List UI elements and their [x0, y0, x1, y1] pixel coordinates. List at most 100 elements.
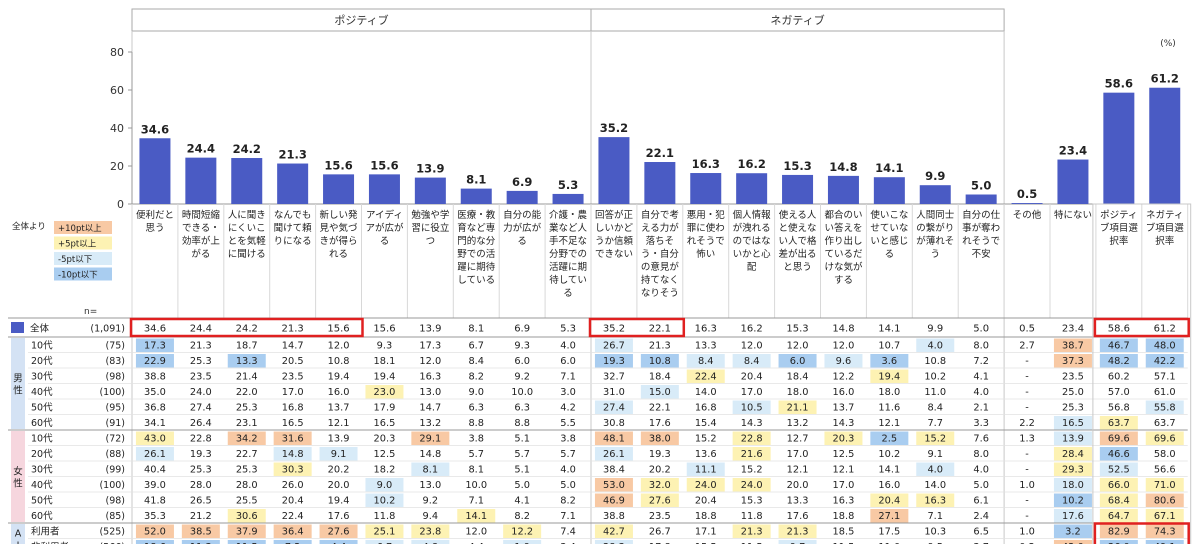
- table-cell: 16.3: [419, 372, 441, 383]
- row-n: (83): [105, 356, 125, 367]
- cell-highlight: [870, 369, 909, 383]
- table-cell: 38.7: [1062, 341, 1084, 352]
- table-cell: 27.6: [328, 527, 350, 538]
- cell-highlight: [1145, 400, 1184, 414]
- category-label: と使えな: [779, 222, 817, 234]
- table-cell: 49.1: [1154, 542, 1176, 544]
- table-cell: 6.7: [468, 341, 484, 352]
- table-cell: 17.6: [787, 511, 809, 522]
- table-cell: 2.1: [973, 403, 989, 414]
- category-label: する: [834, 275, 853, 286]
- total-value: 34.6: [144, 324, 166, 335]
- table-cell: 21.1: [787, 403, 809, 414]
- row-n: (91): [105, 418, 125, 429]
- group-header-box: [590, 8, 1005, 32]
- cell-highlight: [1053, 509, 1092, 523]
- cell-highlight: [916, 493, 955, 507]
- bar-value-label: 23.4: [1059, 144, 1087, 158]
- table-cell: 28.0: [236, 480, 258, 491]
- table-cell: 25.0: [1062, 387, 1084, 398]
- table-cell: 37.3: [1062, 356, 1084, 367]
- cell-highlight: [411, 524, 450, 538]
- cell-highlight: [135, 431, 174, 445]
- table-cell: 13.3: [236, 356, 258, 367]
- category-label: がる: [191, 248, 210, 260]
- bar: [644, 162, 676, 204]
- total-value: 8.1: [468, 324, 484, 335]
- table-cell: 27.4: [190, 403, 212, 414]
- table-cell: 13.2: [787, 418, 809, 429]
- table-cell: 17.0: [833, 480, 855, 491]
- category-label: に聞ける: [228, 249, 266, 260]
- category-label: 勉強や学: [411, 209, 449, 221]
- cell-highlight: [640, 354, 679, 368]
- table-cell: 1.0: [1019, 480, 1035, 491]
- total-value: 16.2: [741, 324, 763, 335]
- table-cell: 5.7: [560, 449, 576, 460]
- cell-highlight: [594, 400, 633, 414]
- category-label: の繋がり: [916, 222, 954, 234]
- table-cell: 10.2: [924, 372, 946, 383]
- total-value: 61.2: [1154, 324, 1176, 335]
- table-cell: 6.1: [973, 496, 989, 507]
- category-label: 思う: [145, 223, 164, 234]
- table-cell: 17.5: [878, 527, 900, 538]
- table-cell: 26.7: [649, 527, 671, 538]
- bar: [277, 163, 309, 204]
- table-cell: 4.1: [973, 372, 989, 383]
- table-cell: 15.2: [741, 465, 763, 476]
- category-label: 都合のい: [824, 209, 862, 221]
- table-cell: 12.0: [833, 341, 855, 352]
- table-cell: 19.3: [649, 449, 671, 460]
- table-cell: 9.0: [468, 387, 484, 398]
- total-n: (1,091): [90, 324, 125, 335]
- category-label: しいかど: [595, 223, 634, 234]
- table-cell: 66.0: [1108, 480, 1130, 491]
- row-n: (95): [105, 403, 125, 414]
- cell-highlight: [778, 524, 817, 538]
- table-cell: 19.4: [328, 372, 350, 383]
- total-value: 6.9: [514, 324, 530, 335]
- row-label: 30代: [31, 465, 53, 476]
- table-cell: 21.3: [190, 341, 212, 352]
- category-label: 自分で考: [641, 209, 679, 221]
- table-cell: 46.6: [1108, 449, 1130, 460]
- category-label: る: [885, 249, 895, 260]
- category-label: ているだ: [824, 249, 863, 260]
- table-cell: 48.0: [1154, 341, 1176, 352]
- cell-highlight: [503, 524, 542, 538]
- table-cell: 18.0: [787, 387, 809, 398]
- table-cell: 11.5: [236, 542, 258, 544]
- table-cell: 9.5: [927, 542, 943, 544]
- table-cell: 12.0: [328, 341, 350, 352]
- table-cell: 22.8: [190, 434, 212, 445]
- table-cell: 12.1: [878, 418, 900, 429]
- table-cell: 30.6: [236, 511, 258, 522]
- table-cell: 32.7: [603, 372, 625, 383]
- table-cell: 2.2: [1019, 418, 1035, 429]
- bar-value-label: 16.3: [692, 157, 720, 171]
- category-label: 怖い: [696, 248, 715, 260]
- table-cell: 11.6: [878, 403, 900, 414]
- category-label: る: [380, 236, 390, 247]
- table-cell: 7.1: [468, 496, 484, 507]
- table-cell: 22.7: [236, 449, 258, 460]
- cell-highlight: [1145, 338, 1184, 352]
- highlight-box: [129, 317, 364, 338]
- cell-highlight: [181, 524, 220, 538]
- table-cell: 8.2: [468, 372, 484, 383]
- table-cell: 27.4: [603, 403, 625, 414]
- section-label: A: [15, 529, 22, 540]
- section-label: I: [17, 541, 20, 544]
- category-label: とを気軽: [228, 235, 267, 247]
- cell-highlight: [686, 462, 725, 476]
- table-cell: 25.1: [374, 527, 396, 538]
- category-label: なりそう: [641, 288, 679, 299]
- category-label: 分野での: [549, 249, 587, 260]
- category-label: 悪用・犯: [687, 210, 726, 221]
- table-cell: 11.1: [695, 465, 717, 476]
- table-cell: 68.4: [1108, 496, 1130, 507]
- table-cell: 11.0: [924, 387, 946, 398]
- cell-highlight: [778, 540, 817, 544]
- table-cell: 9.0: [377, 480, 393, 491]
